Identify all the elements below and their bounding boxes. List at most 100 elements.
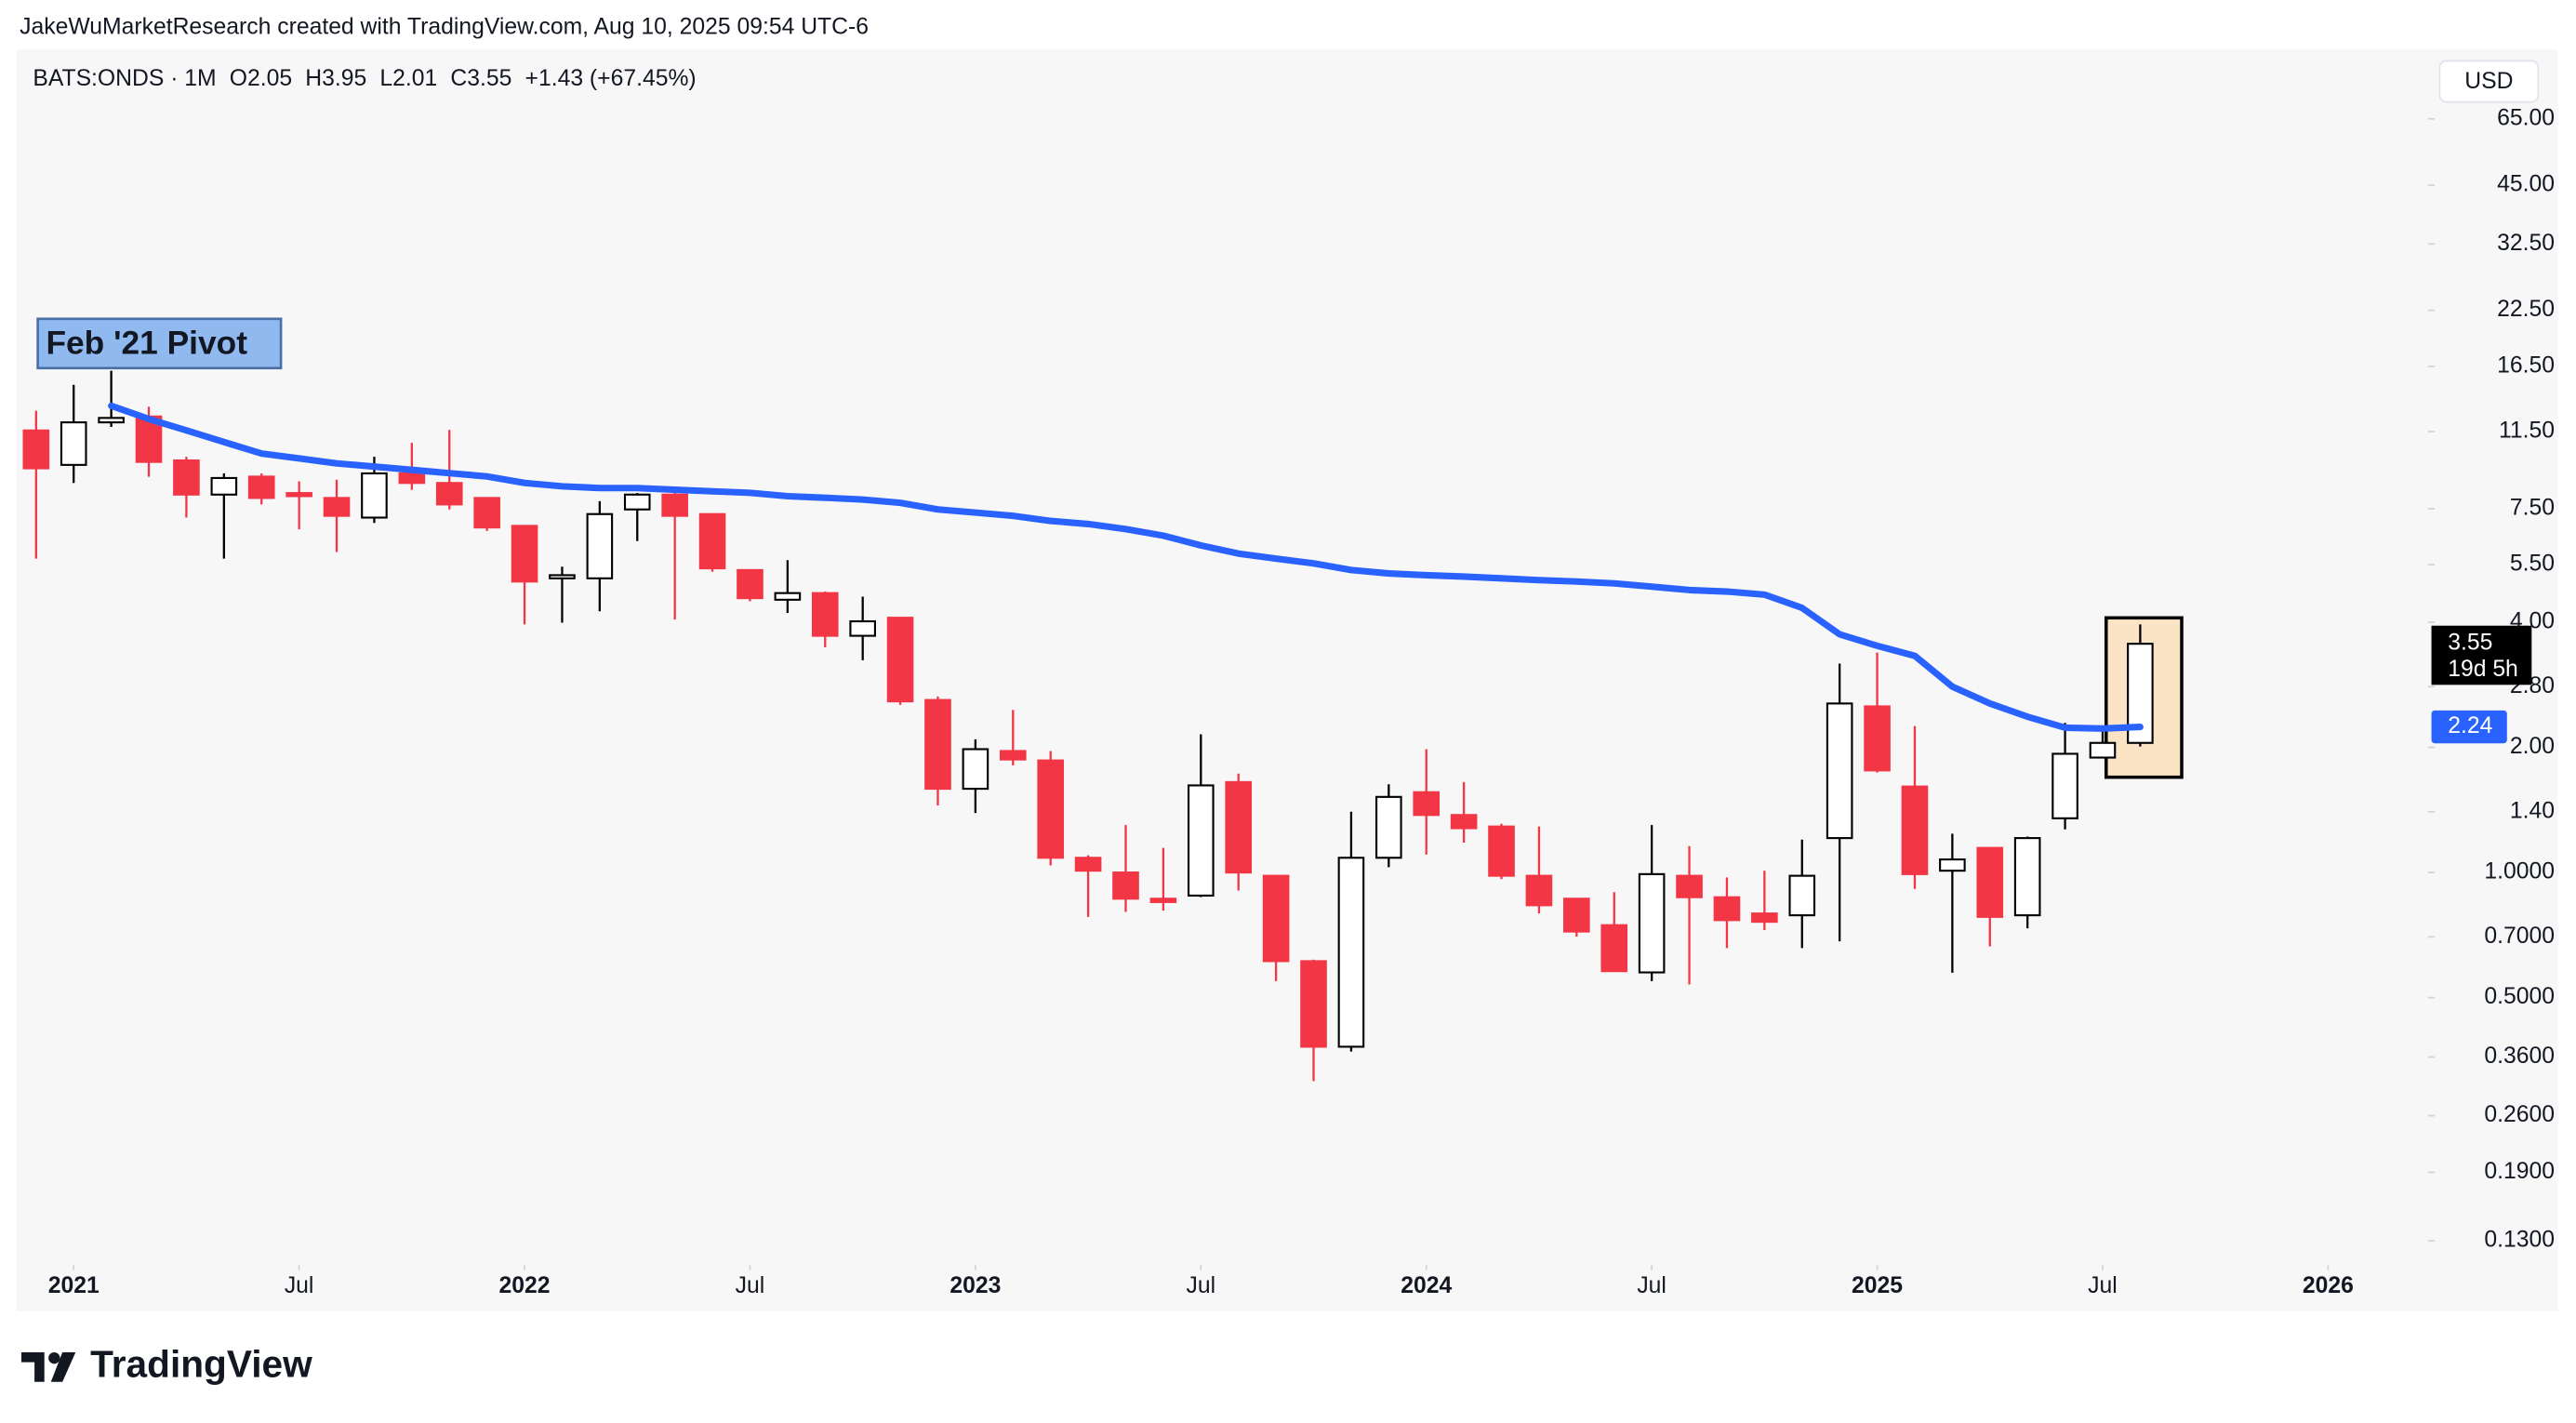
candle-body bbox=[1375, 795, 1402, 859]
ohlc-label: C bbox=[450, 65, 467, 90]
candle-body bbox=[849, 619, 876, 637]
countdown: 19d 5h bbox=[2448, 657, 2518, 682]
y-tick-label: 5.50 bbox=[2510, 552, 2555, 577]
candle-body bbox=[999, 750, 1027, 761]
candle-body bbox=[247, 475, 275, 499]
candle-body bbox=[1939, 858, 1966, 872]
plot-area bbox=[22, 370, 2184, 1082]
candle-body bbox=[1037, 759, 1065, 859]
y-tick-label: 1.0000 bbox=[2484, 859, 2555, 884]
candle-body bbox=[60, 421, 87, 466]
currency[interactable]: USD bbox=[2464, 69, 2513, 94]
candle-body bbox=[661, 493, 688, 517]
candle-body bbox=[549, 574, 576, 579]
ohlc-value: 3.55 bbox=[467, 65, 511, 90]
moving-average bbox=[108, 402, 2144, 732]
candle-body bbox=[924, 698, 951, 791]
candle-body bbox=[173, 459, 200, 496]
y-tick-label: 0.2600 bbox=[2484, 1102, 2555, 1127]
currency-box[interactable] bbox=[2438, 60, 2540, 103]
candle-body bbox=[1149, 898, 1177, 903]
candle-body bbox=[774, 592, 802, 601]
ohlc-value: 2.05 bbox=[247, 65, 292, 90]
candle-body bbox=[1112, 871, 1139, 900]
candle-body bbox=[1676, 874, 1703, 898]
candle-body bbox=[698, 512, 726, 570]
y-tick-label: 65.00 bbox=[2497, 105, 2555, 130]
candle-body bbox=[1450, 814, 1478, 830]
candle-body bbox=[586, 512, 614, 579]
candle-body bbox=[1225, 780, 1253, 874]
highlight-box bbox=[2104, 616, 2184, 779]
y-tick-label: 2.00 bbox=[2510, 734, 2555, 759]
y-tick-label: 0.1300 bbox=[2484, 1228, 2555, 1253]
candle-body bbox=[361, 472, 388, 519]
candle-body bbox=[623, 493, 651, 511]
candle-body bbox=[473, 497, 500, 529]
candle-body bbox=[2052, 752, 2078, 819]
candle-body bbox=[1337, 857, 1365, 1048]
candle-body bbox=[1976, 846, 2004, 918]
y-tick-label: 45.00 bbox=[2497, 172, 2555, 197]
candle-body bbox=[1600, 924, 1628, 973]
candle-body bbox=[210, 476, 238, 496]
x-tick-label: 2024 bbox=[1401, 1273, 1452, 1298]
candle-body bbox=[737, 568, 764, 600]
last-price: 3.55 bbox=[2448, 631, 2492, 656]
last-price-box bbox=[2431, 625, 2532, 685]
attribution: JakeWuMarketResearch created with Tradin… bbox=[20, 15, 869, 40]
candle-body bbox=[1864, 705, 1891, 772]
y-tick-label: 0.1900 bbox=[2484, 1159, 2555, 1184]
candle-body bbox=[1187, 784, 1215, 897]
candle-body bbox=[1788, 874, 1816, 917]
candle-body bbox=[1525, 874, 1553, 907]
brand-logo bbox=[20, 1351, 76, 1382]
candle-body bbox=[285, 492, 312, 498]
brand: TradingView bbox=[90, 1343, 312, 1386]
y-tick-label: 22.50 bbox=[2497, 297, 2555, 322]
candle-body bbox=[2013, 837, 2041, 917]
candle-body bbox=[1262, 874, 1290, 963]
candle-body bbox=[811, 592, 839, 637]
candle-body bbox=[1413, 791, 1441, 817]
y-tick-label: 16.50 bbox=[2497, 352, 2555, 378]
y-tick-label: 0.7000 bbox=[2484, 924, 2555, 949]
candle-body bbox=[1300, 960, 1327, 1048]
ohlc-label: H bbox=[305, 65, 322, 90]
ohlc-value: 3.95 bbox=[322, 65, 366, 90]
x-tick-label: Jul bbox=[1187, 1273, 1216, 1298]
y-tick-label: 7.50 bbox=[2510, 495, 2555, 520]
candle-body bbox=[1713, 896, 1741, 922]
candle-body bbox=[2089, 741, 2117, 759]
x-tick-label: 2022 bbox=[499, 1273, 551, 1298]
change: +1.43 (+67.45%) bbox=[525, 65, 697, 90]
candle-body bbox=[435, 482, 463, 506]
candle-body bbox=[1901, 785, 1929, 875]
annotation-box bbox=[36, 317, 283, 370]
x-tick-label: Jul bbox=[736, 1273, 765, 1298]
candle-body bbox=[398, 472, 426, 485]
ma-price: 2.24 bbox=[2448, 713, 2492, 738]
x-tick-label: Jul bbox=[2088, 1273, 2118, 1298]
x-tick-label: Jul bbox=[285, 1273, 314, 1298]
ohlc-label: O bbox=[230, 65, 247, 90]
annotation: Feb '21 Pivot bbox=[46, 325, 247, 361]
x-tick-label: Jul bbox=[1637, 1273, 1666, 1298]
y-tick-label: 11.50 bbox=[2499, 419, 2555, 444]
candle-body bbox=[1488, 825, 1515, 877]
candle-body bbox=[323, 497, 351, 517]
y-tick-label: 0.5000 bbox=[2484, 984, 2555, 1009]
candle-body bbox=[511, 525, 538, 583]
x-tick-label: 2021 bbox=[48, 1273, 100, 1298]
candle-body bbox=[886, 617, 914, 703]
candle-body bbox=[1751, 912, 1778, 924]
x-tick-label: 2026 bbox=[2303, 1273, 2354, 1298]
candle-body bbox=[1638, 872, 1666, 974]
x-tick-label: 2023 bbox=[949, 1273, 1001, 1298]
candle-body bbox=[1826, 702, 1853, 840]
ohlc-label: L bbox=[379, 65, 392, 90]
candle-body bbox=[1074, 857, 1102, 872]
y-tick-label: 0.3600 bbox=[2484, 1044, 2555, 1069]
symbol: BATS:ONDS · 1M bbox=[33, 65, 216, 90]
